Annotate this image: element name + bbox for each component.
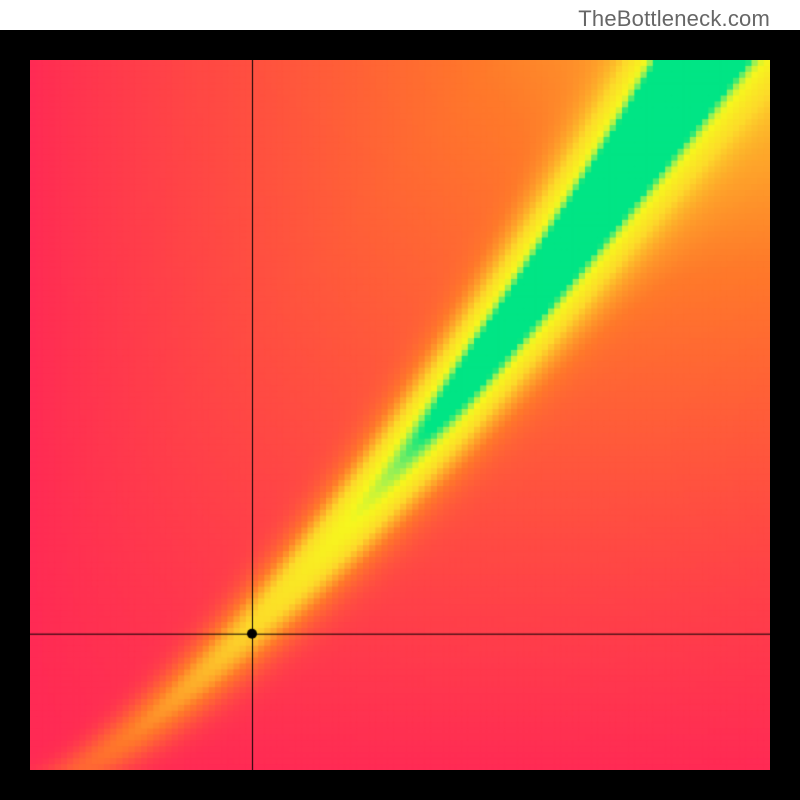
bottleneck-heatmap <box>30 60 770 770</box>
watermark-text: TheBottleneck.com <box>578 6 770 32</box>
